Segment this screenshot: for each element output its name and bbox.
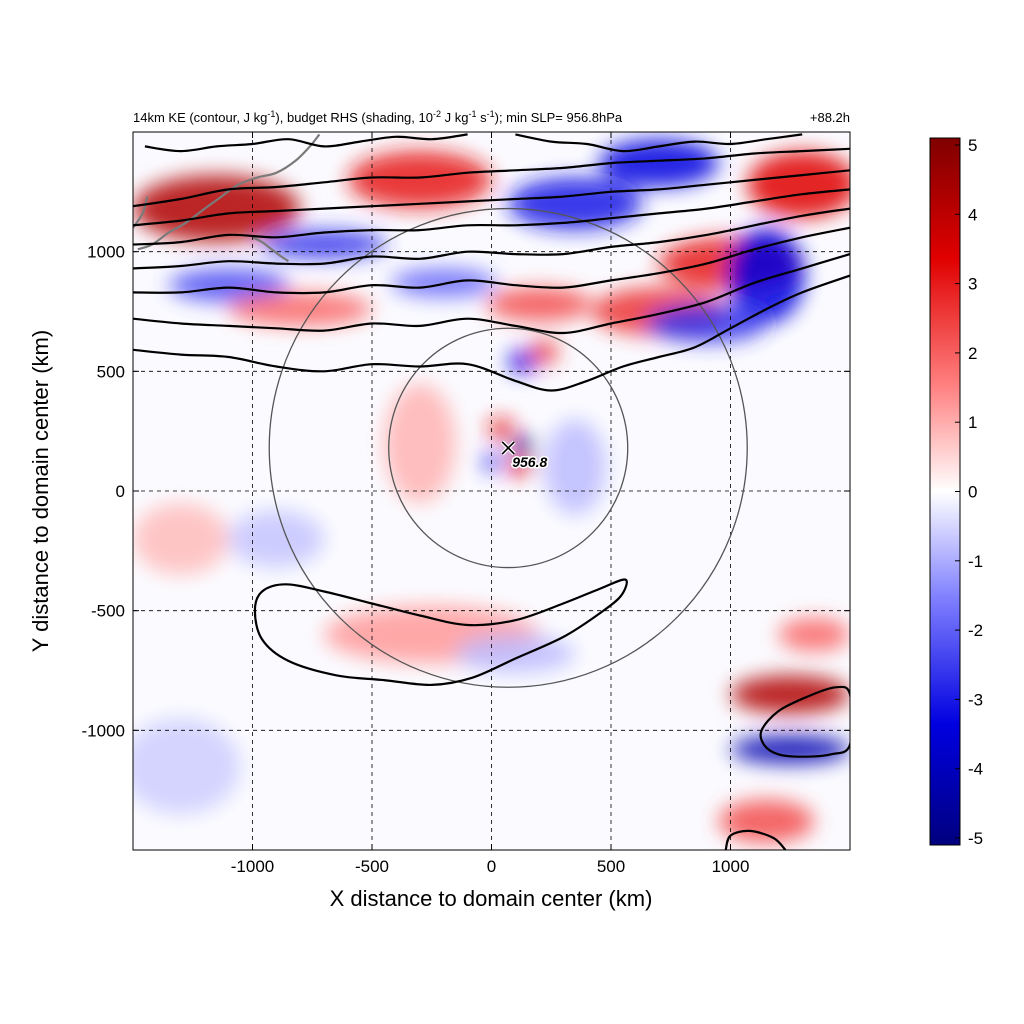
- shade-red-c-n: [486, 287, 592, 322]
- ke-contour-7: [133, 147, 850, 208]
- y-tick-label: 1000: [87, 243, 125, 262]
- colorbar-tick-label: -1: [968, 552, 983, 571]
- x-tick-label: 1000: [712, 857, 750, 876]
- y-tick-label: -1000: [82, 721, 125, 740]
- x-tick-label: -500: [355, 857, 389, 876]
- colorbar-tick-label: 5: [968, 136, 977, 155]
- colorbar-tick-label: 0: [968, 483, 977, 502]
- storm-center: 956.8: [500, 440, 549, 471]
- chart-title: 14km KE (contour, J kg-1), budget RHS (s…: [133, 109, 623, 125]
- colorbar-tick-label: -3: [968, 690, 983, 709]
- shade-red-nw: [133, 175, 301, 243]
- chart-time-label: +88.2h: [810, 110, 850, 125]
- radius-ring: [268, 207, 748, 688]
- ke-contour-9: [515, 133, 803, 153]
- coastline-ryukyu: [252, 236, 290, 263]
- shade-blue-sw: [133, 718, 241, 815]
- ke-contour-6: [133, 169, 850, 227]
- colorbar-tick-label: 4: [968, 205, 977, 224]
- shade-red-ne: [747, 151, 850, 219]
- shade-red-ring: [383, 383, 456, 503]
- ke-contour-bottom-right: [724, 829, 787, 850]
- shade-red-n: [348, 151, 492, 209]
- y-tick-label: 500: [97, 362, 125, 381]
- ke-contour-8: [144, 133, 468, 153]
- shade-blue-w: [168, 268, 289, 302]
- ke-contour-3: [133, 226, 850, 295]
- shade-blue-mid-e: [646, 304, 767, 343]
- shade-red-se-2: [718, 799, 815, 843]
- ke-contour-southeast: [759, 685, 850, 758]
- shade-red-se-3: [778, 617, 850, 652]
- colorbar-tick-label: 1: [968, 413, 977, 432]
- x-tick-label: 0: [487, 857, 496, 876]
- shade-blue-core: [510, 435, 535, 456]
- colorbar-tick-label: 3: [968, 275, 977, 294]
- x-tick-label: -1000: [231, 857, 274, 876]
- x-axis-title: X distance to domain center (km): [330, 886, 653, 911]
- shade-red-north-eye: [529, 340, 559, 365]
- radius-rings: [268, 207, 748, 688]
- ke-contour-4: [133, 207, 850, 270]
- plot-area: 956.8: [133, 132, 850, 850]
- ke-contours: [133, 133, 850, 850]
- center-x-mark: [501, 441, 515, 455]
- shade-blue-ring: [544, 419, 607, 515]
- shade-blue-n: [508, 177, 643, 231]
- shade-blue-se: [730, 735, 850, 764]
- x-axis-ticks: -1000 -500 0 500 1000: [231, 132, 750, 876]
- radius-ring: [388, 327, 629, 569]
- shade-red-w-mid: [133, 502, 229, 575]
- shade-blue-sw-2: [228, 510, 325, 568]
- shade-red-w: [228, 292, 372, 326]
- shade-red-se: [730, 675, 850, 714]
- colorbar-tick-label: -2: [968, 621, 983, 640]
- colorbar-tick-label: 2: [968, 344, 977, 363]
- colorbar-tick-label: -4: [968, 760, 983, 779]
- shade-blue-north-eye: [508, 349, 537, 374]
- y-axis-ticks: -1000 -500 0 500 1000: [82, 243, 850, 740]
- shade-red-core-n: [487, 418, 515, 440]
- colorbar-tick-label: -5: [968, 829, 983, 848]
- x-tick-label: 500: [597, 857, 625, 876]
- min-slp-label: 956.8: [512, 454, 547, 470]
- ke-contour-south: [253, 578, 628, 687]
- ke-contour-5: [133, 188, 850, 246]
- y-tick-label: 0: [116, 482, 125, 501]
- y-tick-label: -500: [91, 602, 125, 621]
- y-axis-title: Y distance to domain center (km): [28, 330, 53, 652]
- shade-red-core-s: [505, 458, 535, 476]
- ke-contour-1: [133, 274, 850, 392]
- shade-blue-band-s: [455, 634, 576, 673]
- ke-contour-2: [133, 253, 850, 335]
- colorbar-ticks: 5 4 3 2 1 0 -1 -2 -3 -4 -5: [955, 136, 983, 848]
